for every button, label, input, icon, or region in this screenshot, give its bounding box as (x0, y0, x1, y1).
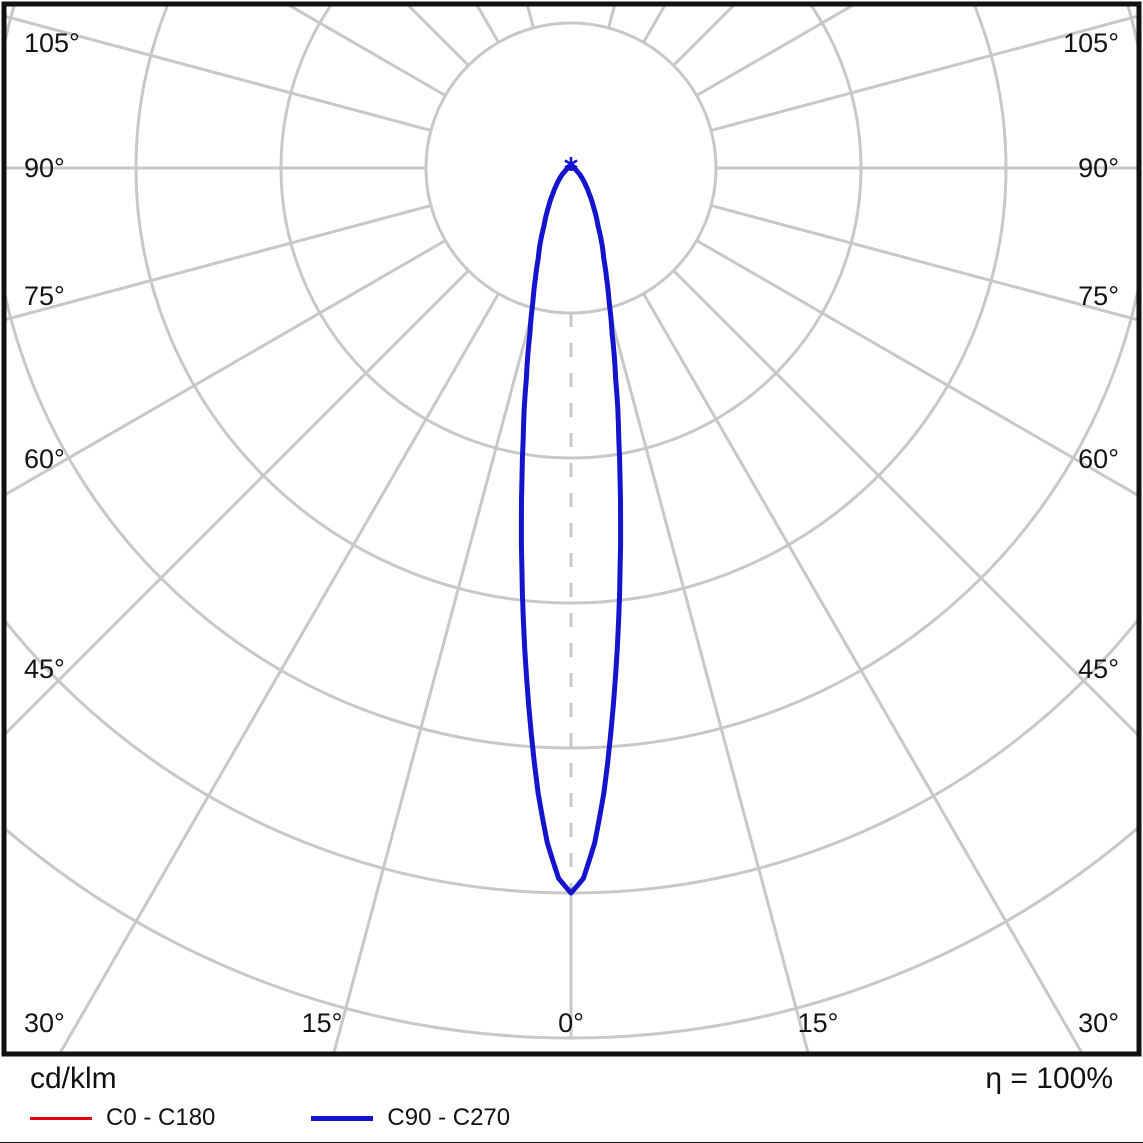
svg-text:75°: 75° (24, 281, 65, 311)
svg-text:105°: 105° (24, 28, 80, 58)
legend-label-c0-c180: C0 - C180 (106, 1104, 216, 1131)
svg-text:45°: 45° (24, 654, 65, 684)
svg-text:105°: 105° (1063, 28, 1119, 58)
svg-text:45°: 45° (1078, 654, 1119, 684)
svg-text:0°: 0° (558, 1008, 584, 1038)
legend-entry-c90-c270: C90 - C270 (311, 1104, 510, 1132)
svg-text:15°: 15° (302, 1008, 343, 1038)
intensity-curves (518, 165, 624, 896)
svg-text:15°: 15° (798, 1008, 839, 1038)
svg-text:90°: 90° (1078, 153, 1119, 183)
legend-label-c90-c270: C90 - C270 (387, 1104, 511, 1131)
legend-area: cd/klm η = 100% C0 - C180 C90 - C270 (0, 1058, 1143, 1143)
polar-grid (5, 5, 1138, 1053)
legend-swatch-c0-c180-icon (30, 1116, 92, 1120)
legend-series-row: C0 - C180 C90 - C270 (0, 1096, 1143, 1143)
svg-text:75°: 75° (1078, 281, 1119, 311)
polar-chart: 0° 15° 15° 30° 30° 45° 45° 60° 60° 75° 75° 90° 90° 10… (1, 1, 1142, 1057)
efficiency-label: η = 100% (985, 1062, 1113, 1095)
plot-border (1, 1, 1142, 1057)
legend-swatch-c90-c270-icon (311, 1115, 374, 1121)
peak-marker-icon (564, 157, 578, 171)
angle-axis-labels: 0° 15° 15° 30° 30° 45° 45° 60° 60° 75° 75° 90° 90° 10… (24, 28, 1119, 1038)
svg-text:30°: 30° (1078, 1008, 1119, 1038)
units-label: cd/klm (30, 1062, 117, 1095)
legend-top-row: cd/klm η = 100% (0, 1058, 1143, 1096)
svg-text:30°: 30° (24, 1008, 65, 1038)
legend-entry-c0-c180: C0 - C180 (30, 1104, 215, 1132)
svg-text:90°: 90° (24, 153, 65, 183)
svg-text:60°: 60° (1078, 444, 1119, 474)
svg-text:60°: 60° (24, 444, 65, 474)
